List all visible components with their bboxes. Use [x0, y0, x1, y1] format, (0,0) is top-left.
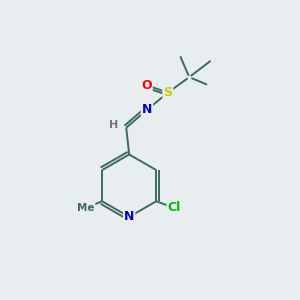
Text: Me: Me	[77, 203, 94, 213]
Text: N: N	[142, 103, 152, 116]
Text: Cl: Cl	[167, 201, 181, 214]
Text: O: O	[141, 79, 152, 92]
Text: S: S	[163, 86, 172, 99]
Text: H: H	[109, 120, 119, 130]
Text: N: N	[124, 210, 134, 224]
